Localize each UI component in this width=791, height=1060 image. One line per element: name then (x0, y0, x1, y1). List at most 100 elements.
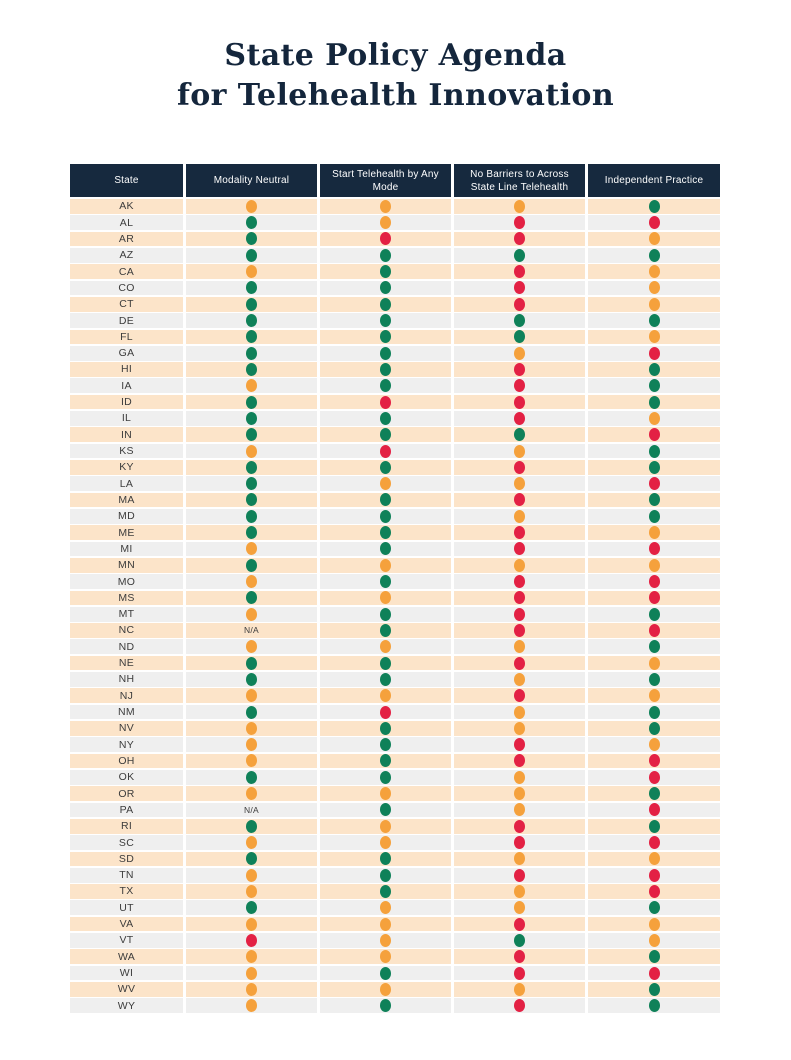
green-status-dot (246, 672, 257, 686)
red-status-dot (380, 232, 391, 246)
table-body: AK AL AR AZ CA CO CT DE FL GA HI IA ID IL IN KS KY LA MA MD… (70, 199, 720, 1013)
orange-status-dot (648, 526, 660, 540)
status-cell: N/A (186, 802, 317, 818)
status-cell (186, 557, 317, 573)
orange-status-dot (380, 819, 391, 833)
status-cell (588, 280, 720, 296)
status-cell (454, 215, 585, 230)
status-cell (588, 394, 720, 410)
status-cell (320, 900, 451, 916)
state-label: RI (70, 818, 183, 834)
orange-status-dot (514, 852, 525, 866)
status-cell (454, 541, 585, 557)
status-cell (588, 508, 720, 524)
table-row: AK (70, 199, 720, 214)
status-cell (588, 541, 720, 557)
green-status-dot (246, 493, 257, 507)
state-label: MA (70, 492, 183, 508)
status-cell (186, 199, 317, 214)
orange-status-dot (514, 444, 525, 458)
status-cell (320, 835, 451, 850)
state-label: OH (70, 753, 183, 769)
red-status-dot (380, 444, 391, 458)
status-cell (454, 704, 585, 720)
state-label: WY (70, 998, 183, 1013)
status-cell (186, 231, 317, 247)
status-cell (320, 492, 451, 508)
table-row: MD (70, 508, 720, 524)
status-cell (588, 786, 720, 801)
red-status-dot (514, 591, 525, 605)
table-row: SC (70, 835, 720, 850)
orange-status-dot (246, 738, 257, 752)
table-row: ID (70, 394, 720, 410)
red-status-dot (648, 803, 660, 817)
red-status-dot (514, 623, 525, 637)
status-cell (588, 623, 720, 638)
red-status-dot (648, 575, 660, 589)
green-status-dot (648, 672, 660, 686)
green-status-dot (648, 721, 660, 735)
table-row: NE (70, 655, 720, 671)
column-header-state: State (70, 164, 183, 197)
table-row: OH (70, 753, 720, 769)
green-status-dot (246, 395, 257, 409)
orange-status-dot (246, 689, 257, 703)
orange-status-dot (648, 852, 660, 866)
red-status-dot (648, 477, 660, 491)
status-cell (186, 427, 317, 443)
red-status-dot (514, 395, 525, 409)
status-cell (320, 215, 451, 230)
green-status-dot (648, 395, 660, 409)
green-status-dot (648, 444, 660, 458)
status-cell (186, 949, 317, 965)
status-cell (454, 362, 585, 377)
status-cell (454, 508, 585, 524)
status-cell (454, 835, 585, 850)
red-status-dot (648, 754, 660, 768)
status-cell (186, 851, 317, 867)
status-cell (320, 998, 451, 1013)
orange-status-dot (246, 836, 257, 850)
status-cell (320, 623, 451, 638)
status-cell (454, 688, 585, 704)
status-cell (588, 818, 720, 834)
status-cell (588, 704, 720, 720)
na-label: N/A (243, 625, 260, 636)
orange-status-dot (380, 477, 391, 491)
status-cell (588, 802, 720, 818)
red-status-dot (514, 493, 525, 507)
green-status-dot (380, 803, 391, 817)
status-cell (320, 688, 451, 704)
green-status-dot (380, 281, 391, 295)
red-status-dot (514, 917, 525, 931)
green-status-dot (246, 232, 257, 246)
status-cell (588, 655, 720, 671)
status-cell (320, 541, 451, 557)
green-status-dot (246, 526, 257, 540)
status-cell (588, 900, 720, 916)
green-status-dot (246, 411, 257, 425)
red-status-dot (514, 281, 525, 295)
orange-status-dot (246, 640, 257, 654)
orange-status-dot (514, 477, 525, 491)
green-status-dot (246, 477, 257, 491)
status-cell (320, 411, 451, 426)
status-cell (186, 639, 317, 655)
status-cell (320, 802, 451, 818)
status-cell (454, 525, 585, 540)
orange-status-dot (514, 721, 525, 735)
state-label: NC (70, 623, 183, 638)
state-label: OR (70, 786, 183, 801)
red-status-dot (514, 656, 525, 670)
status-cell (588, 427, 720, 443)
green-status-dot (380, 852, 391, 866)
state-label: OK (70, 769, 183, 785)
green-status-dot (648, 248, 660, 262)
table-row: RI (70, 818, 720, 834)
table-row: NV (70, 721, 720, 736)
status-cell (588, 345, 720, 361)
status-cell (588, 965, 720, 981)
red-status-dot (514, 362, 525, 376)
green-status-dot (514, 933, 525, 947)
